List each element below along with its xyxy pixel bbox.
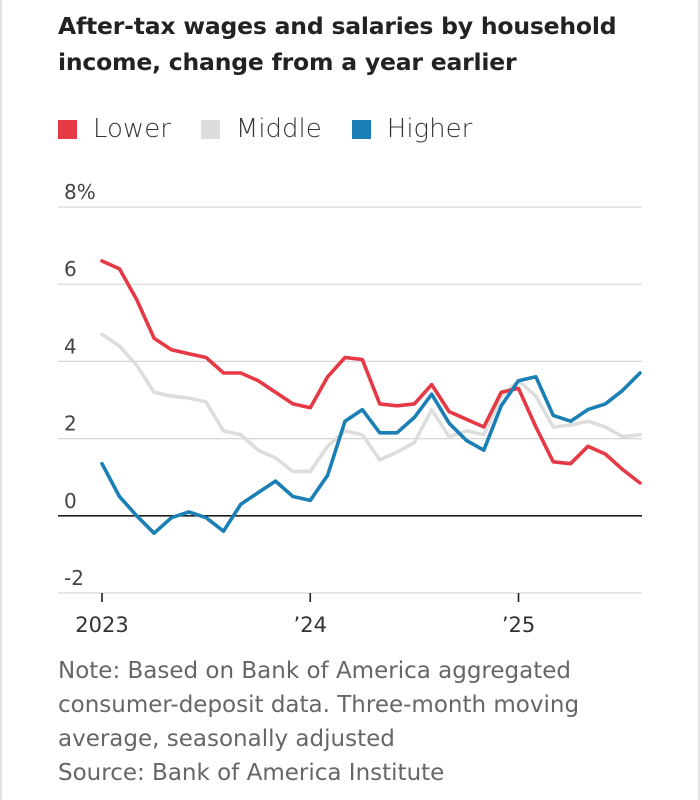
y-tick-label: 6 xyxy=(64,257,77,281)
legend: Lower Middle Higher xyxy=(58,112,502,146)
chart-source: Source: Bank of America Institute xyxy=(58,760,445,786)
chart-note: Note: Based on Bank of America aggregate… xyxy=(58,658,580,752)
legend-swatch-higher xyxy=(351,119,371,139)
y-tick-label: 0 xyxy=(64,489,77,513)
left-edge-line xyxy=(0,0,2,800)
line-chart: 8% 6 4 2 0 -2 2023 ’24 ’25 xyxy=(58,180,642,637)
chart-footer: Note: Based on Bank of America aggregate… xyxy=(58,654,678,790)
series-line-middle xyxy=(100,332,642,474)
x-tick-label: ’24 xyxy=(294,613,327,637)
x-tick-label: 2023 xyxy=(75,613,128,637)
legend-label-lower: Lower xyxy=(93,114,171,144)
legend-label-middle: Middle xyxy=(235,114,322,144)
y-tick-label: -2 xyxy=(64,566,84,590)
legend-item-higher: Higher xyxy=(351,114,473,144)
legend-item-lower: Lower xyxy=(58,114,171,144)
legend-swatch-middle xyxy=(200,119,220,139)
right-edge-line xyxy=(698,0,700,800)
chart-title: After-tax wages and salaries by househol… xyxy=(58,12,617,76)
y-tick-label: 8% xyxy=(64,180,96,204)
x-tick-label: ’25 xyxy=(502,613,535,637)
legend-swatch-lower xyxy=(58,119,77,139)
series-line-lower xyxy=(100,259,642,485)
series-line-higher xyxy=(100,371,642,536)
y-tick-label: 2 xyxy=(64,412,77,436)
legend-label-higher: Higher xyxy=(386,114,473,144)
y-tick-label: 4 xyxy=(64,334,77,358)
legend-item-middle: Middle xyxy=(200,114,322,144)
